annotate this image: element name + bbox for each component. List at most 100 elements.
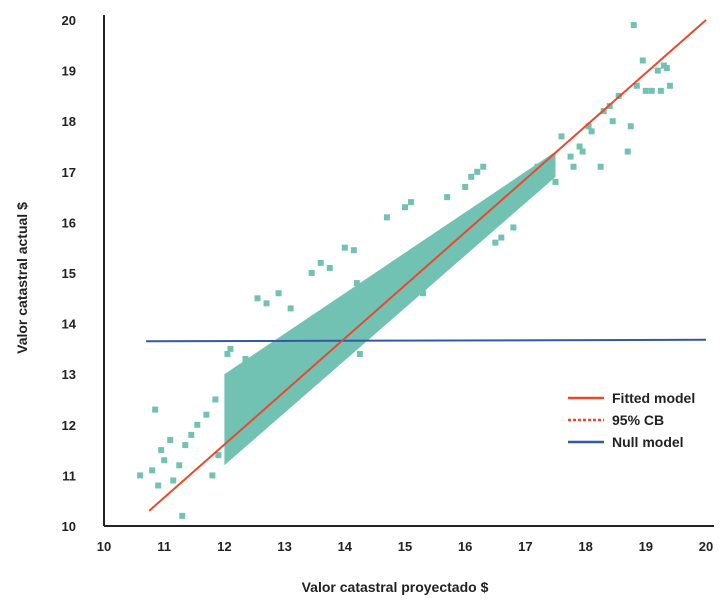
x-tick-label: 20 xyxy=(699,539,713,554)
x-tick-label: 13 xyxy=(277,539,291,554)
scatter-point xyxy=(263,300,270,307)
scatter-point xyxy=(480,163,487,170)
scatter-point xyxy=(308,270,315,276)
scatter-point xyxy=(365,325,372,332)
scatter-point xyxy=(341,244,348,251)
scatter-point xyxy=(660,62,667,69)
x-tick-label: 14 xyxy=(338,539,353,554)
legend-label: 95% CB xyxy=(612,412,664,428)
scatter-point xyxy=(444,194,451,201)
scatter-point xyxy=(474,168,481,175)
y-tick-label: 19 xyxy=(62,64,76,79)
points-layer xyxy=(137,22,673,519)
scatter-point xyxy=(275,290,282,297)
scatter-point xyxy=(462,183,469,190)
scatter-point xyxy=(155,482,162,489)
scatter-point xyxy=(510,224,517,231)
scatter-point xyxy=(212,396,219,403)
y-tick-label: 14 xyxy=(62,317,77,332)
scatter-point xyxy=(209,472,216,479)
scatter-point xyxy=(570,163,577,170)
scatter-point xyxy=(588,128,595,135)
scatter-point xyxy=(630,22,637,29)
scatter-point xyxy=(534,163,541,170)
scatter-point xyxy=(179,512,186,519)
y-tick-label: 18 xyxy=(62,114,76,129)
scatter-point xyxy=(642,87,649,94)
scatter-point xyxy=(287,305,294,312)
legend: Fitted model 95% CB Null model xyxy=(568,390,695,450)
y-tick-label: 10 xyxy=(62,519,76,534)
y-tick-label: 13 xyxy=(62,367,76,382)
scatter-point xyxy=(492,239,499,246)
scatter-point xyxy=(353,280,360,287)
scatter-point xyxy=(182,442,189,449)
y-tick-label: 15 xyxy=(62,266,76,281)
scatter-point xyxy=(152,406,159,413)
scatter-point xyxy=(633,82,640,89)
scatter-point xyxy=(371,315,378,322)
scatter-point xyxy=(648,87,655,94)
legend-label: Null model xyxy=(612,434,684,450)
scatter-point xyxy=(402,204,408,211)
scatter-point xyxy=(227,345,234,352)
scatter-point xyxy=(158,447,165,454)
scatter-point xyxy=(663,65,670,72)
scatter-point xyxy=(498,234,505,241)
scatter-point xyxy=(552,178,559,185)
scatter-point xyxy=(408,199,415,206)
x-tick-label: 18 xyxy=(578,539,592,554)
tick-labels-layer: 10 11 12 13 14 15 16 17 18 19 20 10 11 12 13 14 15 16 17 18… xyxy=(62,13,714,554)
scatter-point xyxy=(657,87,664,94)
scatter-point xyxy=(236,376,243,383)
point-cloud-layer xyxy=(224,151,556,466)
scatter-point xyxy=(170,477,177,484)
scatter-point xyxy=(456,229,463,236)
scatter-point xyxy=(420,290,427,297)
y-axis-title: Valor catastral actual $ xyxy=(14,202,30,354)
x-axis-title: Valor catastral proyectado $ xyxy=(302,579,489,595)
scatter-point xyxy=(299,381,306,388)
y-tick-label: 17 xyxy=(62,165,76,180)
scatter-point xyxy=(188,431,195,438)
point-cloud xyxy=(224,151,556,466)
scatter-point xyxy=(639,57,646,64)
x-tick-label: 19 xyxy=(639,539,653,554)
scatter-point xyxy=(468,173,475,180)
scatter-point xyxy=(137,472,144,479)
scatter-point xyxy=(317,259,324,266)
scatter-point xyxy=(666,82,673,89)
scatter-point xyxy=(627,123,634,130)
model-lines-layer xyxy=(146,19,707,512)
scatter-point xyxy=(176,462,183,469)
scatter-point xyxy=(356,350,363,357)
scatter-point xyxy=(215,452,222,459)
x-tick-label: 17 xyxy=(518,539,532,554)
x-tick-label: 16 xyxy=(458,539,472,554)
y-tick-label: 20 xyxy=(62,13,76,28)
scatter-point xyxy=(654,67,661,74)
scatter-point xyxy=(597,163,604,170)
scatter-point xyxy=(161,457,168,464)
scatter-point xyxy=(567,153,574,160)
scatter-point xyxy=(326,264,333,271)
scatter-point xyxy=(194,421,201,428)
x-tick-label: 12 xyxy=(217,539,231,554)
scatter-point xyxy=(350,247,357,254)
axes xyxy=(103,15,714,527)
scatter-point xyxy=(383,214,390,221)
legend-label: Fitted model xyxy=(612,390,695,406)
scatter-point xyxy=(558,133,565,140)
scatter-point xyxy=(254,295,261,302)
scatter-point xyxy=(549,158,556,165)
scatter-point xyxy=(242,356,249,363)
fitted-model-line xyxy=(148,19,707,512)
x-tick-label: 10 xyxy=(97,539,111,554)
scatter-point xyxy=(585,123,592,130)
y-tick-label: 16 xyxy=(62,215,76,230)
scatter-point xyxy=(624,148,631,155)
scatter-point xyxy=(224,350,231,357)
y-tick-label: 12 xyxy=(62,418,76,433)
scatter-point xyxy=(149,467,156,474)
